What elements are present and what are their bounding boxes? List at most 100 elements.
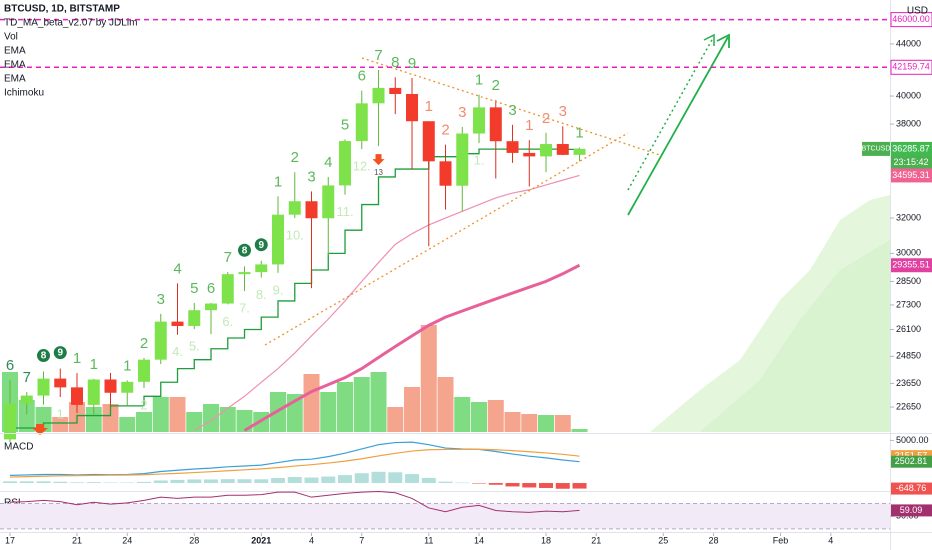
macd-hist <box>36 481 51 484</box>
candle-body <box>255 264 268 273</box>
volume-bar <box>320 392 337 432</box>
macd-hist <box>488 483 503 485</box>
volume-bar <box>504 412 521 432</box>
level-label: 42159.74 <box>892 62 930 72</box>
symbol: BTCUSD <box>862 146 891 153</box>
macd-hist <box>204 479 219 484</box>
price-label-bg <box>891 168 932 183</box>
volume-bar <box>52 417 69 432</box>
td-label: 6. <box>222 314 233 329</box>
td-label: 7 <box>224 249 232 266</box>
macd-hist <box>321 476 336 484</box>
candle-body <box>489 107 502 142</box>
price-label-bg <box>891 142 932 157</box>
td-label: 6 <box>207 280 215 297</box>
macd-hist <box>421 477 436 484</box>
td-label: 5. <box>189 339 200 354</box>
macd-title: MACD <box>4 442 33 453</box>
y-tick-label: 22650 <box>896 401 921 411</box>
candle-body <box>87 379 100 405</box>
candle-body <box>4 403 17 440</box>
indicator-line <box>243 263 581 432</box>
macd-label-bg <box>891 482 932 495</box>
volume-bar <box>420 325 437 432</box>
price-label: 29355.51 <box>892 260 930 270</box>
x-tick-label: 11 <box>424 535 433 545</box>
candle-body <box>272 214 285 265</box>
macd-hist <box>405 474 420 484</box>
volume-bar <box>454 397 471 432</box>
volume-bar <box>152 397 169 432</box>
legend-item: TD_MA_beta_v2.07 by JDLim <box>4 18 137 29</box>
volume-bar <box>554 415 571 432</box>
macd-hist <box>304 477 319 484</box>
y-tick-label: 38000 <box>896 118 921 128</box>
x-tick-label: Feb <box>773 535 789 545</box>
macd-hist <box>287 476 302 484</box>
x-tick-label: 14 <box>474 535 484 545</box>
macd-hist <box>472 483 487 484</box>
macd-hist <box>137 481 152 484</box>
td-label: 3 <box>307 168 315 185</box>
candle-body <box>121 381 134 393</box>
td-label: 8. <box>256 287 267 302</box>
currency: USD <box>907 6 928 17</box>
candle-body <box>355 103 368 142</box>
td-label: 5 <box>341 116 349 133</box>
macd-hist <box>539 483 554 488</box>
td-label: 12. <box>353 159 371 174</box>
td-label: 8 <box>41 351 47 362</box>
td-label: 8 <box>391 54 399 71</box>
td-label: 3 <box>458 104 466 121</box>
candle-body <box>422 121 435 162</box>
td-label: 2 <box>140 335 148 352</box>
candle-body <box>71 387 84 405</box>
volume-bar <box>203 404 220 432</box>
trendline-lower <box>264 132 629 346</box>
volume-bar <box>102 404 119 432</box>
macd-hist <box>338 475 353 484</box>
candle-body <box>540 144 553 157</box>
macd-hist <box>354 473 369 484</box>
volume-bar <box>370 372 387 432</box>
candle-body <box>288 201 301 215</box>
candle-body <box>322 185 335 219</box>
countdown-bg <box>891 155 932 169</box>
td-label: 1. <box>474 153 485 168</box>
y-tick-label: 24850 <box>896 351 921 361</box>
price-label-bg <box>891 258 932 273</box>
td-label: 6 <box>358 68 366 85</box>
legend: BTCUSD, 1D, BITSTAMP TD_MA_beta_v2.07 by… <box>4 4 928 509</box>
volume-bar <box>538 415 555 432</box>
x-tick-label: 4 <box>828 535 833 545</box>
td-label: 1 <box>57 406 64 421</box>
candle-body <box>389 87 402 94</box>
candle-body <box>238 272 251 275</box>
td-label: 1 <box>73 350 81 367</box>
x-tick-label: 21 <box>591 535 601 545</box>
candle-body <box>154 321 167 360</box>
candle-body <box>556 144 569 155</box>
volume-bar <box>521 414 538 432</box>
macd-hist <box>220 479 235 484</box>
macd-label: 3151.57 <box>895 451 928 461</box>
td-label: 9 <box>258 240 264 251</box>
x-tick-label: 24 <box>122 535 132 545</box>
candle-body <box>171 321 184 326</box>
y-tick-label: 32000 <box>896 212 921 222</box>
candle-body <box>138 359 151 382</box>
candle-body <box>372 87 385 104</box>
candle-body <box>473 107 486 134</box>
td-label: 7 <box>23 369 31 386</box>
x-tick-label: 21 <box>72 535 82 545</box>
volume-bar <box>85 407 102 432</box>
volume-bar <box>353 377 370 432</box>
macd-hist <box>3 481 18 484</box>
candle-body <box>523 152 536 157</box>
candle-body <box>188 310 201 326</box>
td-circle <box>238 243 252 257</box>
projection-dotted <box>627 37 714 191</box>
rsi-title: RSI <box>4 498 21 509</box>
